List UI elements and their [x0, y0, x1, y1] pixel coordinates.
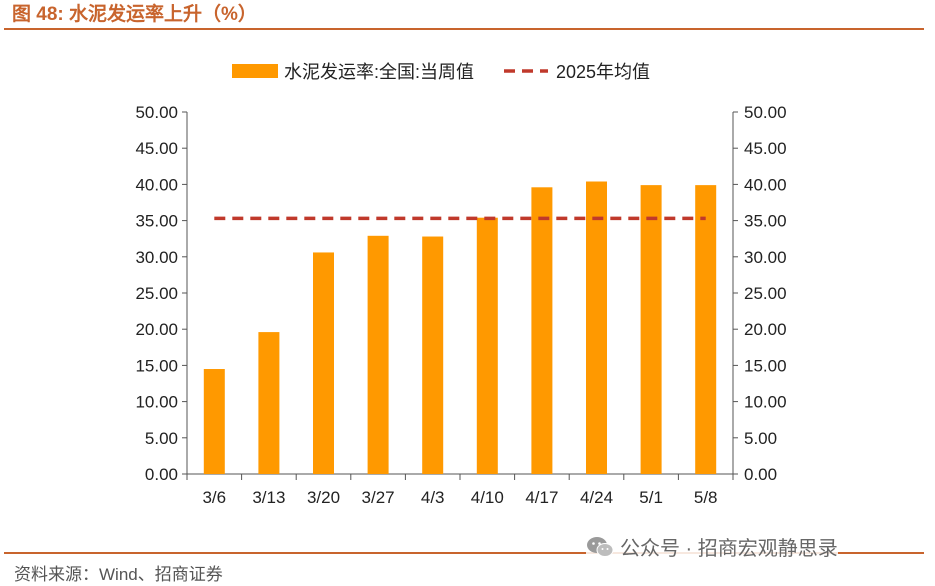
bar [367, 235, 389, 474]
y-tick-label-left: 50.00 [135, 103, 178, 122]
y-tick-label-right: 40.00 [744, 175, 787, 194]
y-tick-label-right: 45.00 [744, 139, 787, 158]
y-tick-label-left: 20.00 [135, 320, 178, 339]
bar [640, 185, 662, 474]
y-tick-label-left: 10.00 [135, 393, 178, 412]
y-tick-label-right: 35.00 [744, 212, 787, 231]
y-tick-label-right: 0.00 [744, 465, 777, 484]
x-tick-label: 3/13 [252, 488, 285, 507]
y-tick-label-right: 50.00 [744, 103, 787, 122]
bar [586, 181, 607, 474]
x-tick-label: 3/20 [307, 488, 340, 507]
y-tick-label-right: 10.00 [744, 393, 787, 412]
x-tick-label: 5/1 [639, 488, 663, 507]
y-tick-label-left: 35.00 [135, 212, 178, 231]
title-divider [4, 28, 924, 30]
figure-title: 图 48: 水泥发运率上升（%） [12, 4, 257, 25]
y-tick-label-right: 20.00 [744, 320, 787, 339]
legend-swatch-bar [232, 64, 278, 78]
legend-label-bar: 水泥发运率:全国:当周值 [284, 62, 474, 82]
y-tick-label-left: 0.00 [145, 465, 178, 484]
y-tick-label-left: 5.00 [145, 429, 178, 448]
bar [476, 217, 498, 475]
x-tick-label: 4/10 [471, 488, 504, 507]
bar [313, 252, 334, 474]
y-tick-label-left: 15.00 [135, 356, 178, 375]
y-tick-label-right: 5.00 [744, 429, 777, 448]
x-tick-label: 5/8 [694, 488, 718, 507]
y-tick-label-right: 15.00 [744, 356, 787, 375]
watermark-text: 公众号 · 招商宏观静思录 [620, 538, 838, 560]
x-tick-label: 3/27 [362, 488, 395, 507]
bar [422, 236, 444, 474]
footer-divider [4, 552, 924, 554]
x-tick-label: 4/3 [421, 488, 445, 507]
y-tick-label-left: 30.00 [135, 248, 178, 267]
bar [695, 185, 717, 474]
y-tick-label-left: 40.00 [135, 175, 178, 194]
y-tick-label-right: 25.00 [744, 284, 787, 303]
source-note: 资料来源：Wind、招商证券 [14, 565, 223, 584]
bar [203, 369, 225, 474]
legend-label-line: 2025年均值 [556, 62, 650, 82]
watermark: 公众号 · 招商宏观静思录 [586, 532, 838, 561]
x-tick-label: 4/17 [525, 488, 558, 507]
wechat-icon [587, 536, 614, 557]
bar [258, 332, 280, 474]
y-tick-label-left: 25.00 [135, 284, 178, 303]
y-tick-label-left: 45.00 [135, 139, 178, 158]
x-tick-label: 4/24 [580, 488, 613, 507]
bar [531, 187, 553, 474]
x-tick-label: 3/6 [202, 488, 226, 507]
y-tick-label-right: 30.00 [744, 248, 787, 267]
